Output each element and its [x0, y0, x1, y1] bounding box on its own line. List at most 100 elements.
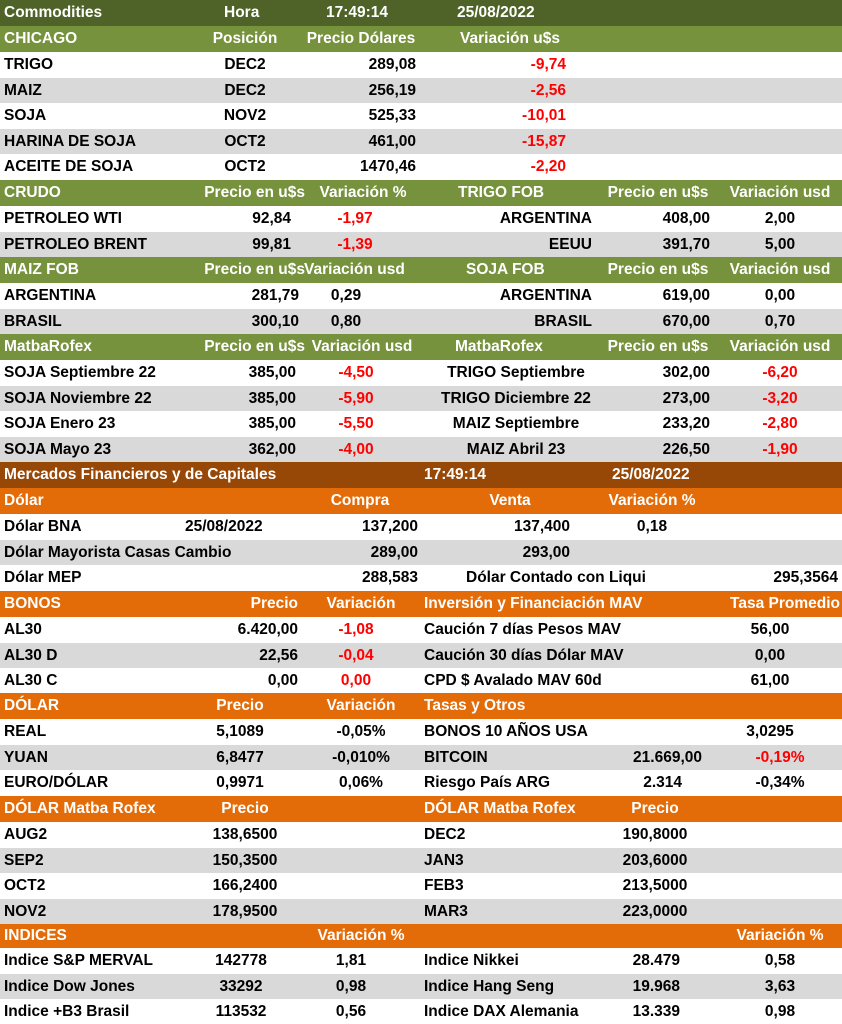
maiz-soja-fob-row: BRASIL 300,10 0,80 BRASIL 670,00 0,70 — [0, 308, 842, 334]
col-variacion-pct: Variación % — [736, 927, 824, 944]
futures-header: DÓLAR Matba Rofex Precio DÓLAR Matba Rofex… — [0, 796, 842, 822]
dolar-ccl-label: Dólar Contado con Liqui — [466, 569, 646, 586]
future-month: JAN3 — [424, 851, 464, 869]
future-month: AUG2 — [4, 826, 48, 843]
chicago-name: ACEITE DE SOJA — [4, 158, 134, 175]
fx-var: -0,05% — [336, 723, 386, 740]
chicago-name: HARINA DE SOJA — [4, 132, 137, 150]
soja-fob-price: 670,00 — [662, 312, 710, 330]
future-price: 138,6500 — [212, 826, 278, 843]
crudo-trigo-header: CRUDO Precio en u$s Variación % TRIGO FOB Pr… — [0, 180, 842, 206]
dolar-ccl-value: 295,3564 — [773, 569, 838, 586]
chicago-row: MAIZ DEC2 256,19 -2,56 — [0, 77, 842, 103]
future-price: 203,6000 — [622, 851, 688, 869]
future-price: 150,3500 — [212, 851, 278, 869]
fx-var: 0,06% — [339, 774, 383, 791]
matba-left-name: SOJA Septiembre 22 — [4, 364, 156, 381]
mav-name: Caución 30 días Dólar MAV — [424, 646, 624, 664]
col-precio: Precio — [250, 595, 298, 612]
col-variacion-usd: Variación u$s — [460, 30, 560, 47]
matba-row: SOJA Septiembre 22 385,00 -4,50 TRIGO Septi… — [0, 360, 842, 386]
index-var: 0,56 — [335, 1003, 367, 1020]
mav-header-label: Inversión y Financiación MAV — [424, 595, 643, 612]
index-value: 19.968 — [632, 977, 680, 995]
fx-tasas-row: REAL 5,1089 -0,05% BONOS 10 AÑOS USA 3,0295 — [0, 719, 842, 745]
matba-left-price: 385,00 — [248, 415, 296, 432]
chicago-row: SOJA NOV2 525,33 -10,01 — [0, 103, 842, 129]
matba-left-var: -5,50 — [338, 415, 374, 432]
soja-fob-var: 0,70 — [764, 312, 796, 330]
crudo-price: 99,81 — [252, 235, 291, 253]
fx-price: 5,1089 — [216, 723, 264, 740]
chicago-header-label: CHICAGO — [4, 30, 78, 47]
fx-price: 0,9971 — [216, 774, 264, 791]
future-price: 213,5000 — [622, 877, 688, 894]
chicago-row: ACEITE DE SOJA OCT2 1470,46 -2,20 — [0, 154, 842, 180]
col-variacion: Variación — [326, 595, 396, 612]
index-value: 13.339 — [632, 1003, 680, 1020]
future-month: NOV2 — [4, 902, 47, 920]
future-price: 178,9500 — [212, 902, 278, 920]
commodities-title: Commodities — [4, 4, 103, 21]
trigo-fob-var: 2,00 — [764, 210, 796, 227]
future-price: 223,0000 — [622, 902, 688, 920]
dolar-bna-venta: 137,400 — [513, 518, 570, 535]
crudo-trigo-row: PETROLEO WTI 92,84 -1,97 ARGENTINA 408,00 2,0… — [0, 206, 842, 232]
dolar-bna-compra: 137,200 — [361, 518, 418, 535]
mav-rate: 0,00 — [754, 646, 786, 664]
col-precio: Precio — [221, 800, 269, 817]
col-precio-usd: Precio en u$s — [204, 338, 305, 355]
fx-tasas-header: DÓLAR Precio Variación Tasas y Otros — [0, 693, 842, 719]
riesgo-name: Riesgo País ARG — [424, 774, 551, 791]
index-value: 28.479 — [632, 952, 680, 969]
future-month: DEC2 — [424, 826, 466, 843]
bonos-mav-row: AL30 6.420,00 -1,08 Caución 7 días Pesos MA… — [0, 617, 842, 643]
index-var: 1,81 — [335, 952, 367, 969]
fx-var: -0,010% — [332, 748, 390, 766]
bono-name: AL30 D — [4, 646, 58, 664]
bono-var: -1,08 — [338, 621, 374, 638]
bonos-mav-row: AL30 D 22,56 -0,04 Caución 30 días Dólar MA… — [0, 642, 842, 668]
crudo-name: PETROLEO BRENT — [4, 235, 147, 253]
chicago-name: MAIZ — [4, 81, 42, 99]
financial-title: Mercados Financieros y de Capitales — [4, 466, 277, 483]
matba-right-name: MAIZ Septiembre — [452, 415, 580, 432]
trigo-fob-price: 391,70 — [662, 235, 710, 253]
index-value: 33292 — [219, 977, 263, 995]
chicago-var: -2,20 — [530, 158, 566, 175]
crudo-var: -1,39 — [337, 235, 373, 253]
trigo-fob-var: 5,00 — [764, 235, 796, 253]
matba-left-var: -4,50 — [338, 364, 374, 381]
futures-row: SEP2 150,3500 JAN3 203,6000 — [0, 847, 842, 873]
chicago-var: -9,74 — [530, 56, 566, 73]
matba-left-price: 362,00 — [248, 440, 296, 458]
crudo-header-label: CRUDO — [4, 184, 61, 201]
hora-label: Hora — [224, 4, 260, 21]
matba-left-name: SOJA Noviembre 22 — [4, 389, 152, 407]
matba-right-price: 273,00 — [662, 389, 710, 407]
futures-row: NOV2 178,9500 MAR3 223,0000 — [0, 898, 842, 924]
index-value: 142778 — [215, 952, 267, 969]
fx-tasas-row: YUAN 6,8477 -0,010% BITCOIN 21.669,00 -0,19% — [0, 744, 842, 770]
col-variacion-pct: Variación % — [608, 492, 696, 509]
dolar-mayorista-name: Dólar Mayorista Casas Cambio — [4, 543, 232, 561]
soja-fob-var: 0,00 — [764, 287, 796, 304]
commodities-time: 17:49:14 — [326, 4, 389, 21]
col-venta: Venta — [489, 492, 531, 509]
financial-title-bar: Mercados Financieros y de Capitales 17:49… — [0, 462, 842, 488]
chicago-row: TRIGO DEC2 289,08 -9,74 — [0, 52, 842, 78]
crudo-price: 92,84 — [252, 210, 291, 227]
soja-fob-name: ARGENTINA — [499, 287, 592, 304]
bono-name: AL30 C — [4, 672, 58, 689]
col-variacion-usd: Variación usd — [729, 338, 831, 355]
index-name: Indice +B3 Brasil — [4, 1003, 130, 1020]
future-price: 166,2400 — [212, 877, 278, 894]
chicago-row: HARINA DE SOJA OCT2 461,00 -15,87 — [0, 128, 842, 154]
bonos10-name: BONOS 10 AÑOS USA — [424, 723, 588, 740]
col-precio: Precio — [631, 800, 679, 817]
matba-right-price: 226,50 — [662, 440, 710, 458]
matba-right-var: -2,80 — [762, 415, 798, 432]
indices-row: Indice Dow Jones 33292 0,98 Indice Hang Sen… — [0, 973, 842, 999]
dolar-mep-compra: 288,583 — [361, 569, 418, 586]
